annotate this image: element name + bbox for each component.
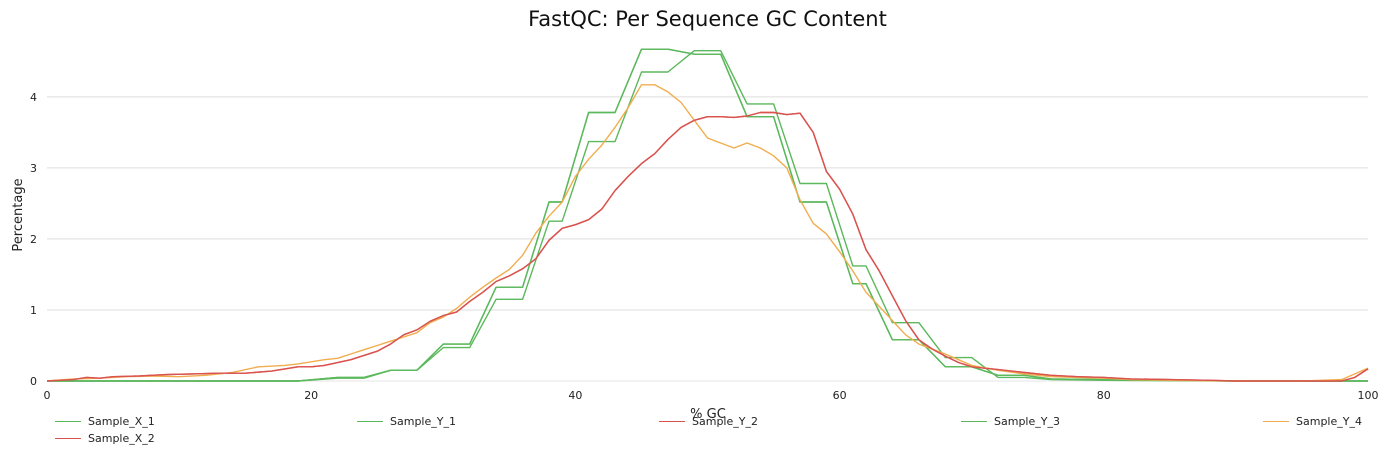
legend-label: Sample_Y_3 [994, 415, 1060, 428]
x-axis-label: % GC [690, 407, 726, 422]
x-tick-label: 100 [1358, 389, 1379, 402]
y-tick-label: 0 [30, 375, 37, 388]
legend-label: Sample_Y_1 [390, 415, 456, 428]
legend-swatch [1263, 421, 1289, 422]
legend-label: Sample_Y_2 [692, 415, 758, 428]
series-line-sample-x-1 [47, 48, 1368, 382]
x-tick-label: 60 [833, 389, 847, 402]
legend-label: Sample_X_1 [88, 415, 155, 428]
legend-swatch [961, 421, 987, 422]
y-tick-label: 3 [30, 162, 37, 175]
legend-swatch [55, 438, 81, 439]
series-line-sample-y-1 [47, 50, 1368, 382]
legend: Sample_X_1 Sample_Y_1 Sample_Y_2 Sample_Y_3… [55, 415, 1375, 455]
series-line-sample-x-2 [46, 111, 1369, 382]
y-tick-label: 4 [30, 91, 37, 104]
x-tick-label: 80 [1097, 389, 1111, 402]
y-axis-label: Percentage [11, 178, 26, 251]
legend-swatch [55, 421, 81, 422]
series-line-sample-y-3 [47, 48, 1368, 382]
chart-title: FastQC: Per Sequence GC Content [528, 7, 887, 31]
legend-swatch [659, 421, 685, 422]
legend-label: Sample_Y_4 [1296, 415, 1362, 428]
series-line-sample-y-4 [46, 84, 1369, 382]
legend-item[interactable]: Sample_X_1 [55, 415, 155, 428]
series-line-sample-y-2 [46, 111, 1369, 382]
legend-item[interactable]: Sample_Y_3 [961, 415, 1060, 428]
legend-label: Sample_X_2 [88, 432, 155, 445]
x-tick-label: 20 [304, 389, 318, 402]
x-tick-label: 40 [568, 389, 582, 402]
y-tick-label: 2 [30, 233, 37, 246]
legend-item[interactable]: Sample_Y_2 [659, 415, 758, 428]
legend-item[interactable]: Sample_Y_1 [357, 415, 456, 428]
legend-item[interactable]: Sample_X_2 [55, 432, 155, 445]
legend-item[interactable]: Sample_Y_4 [1263, 415, 1362, 428]
legend-swatch [357, 421, 383, 422]
x-tick-label: 0 [44, 389, 51, 402]
y-tick-label: 1 [30, 304, 37, 317]
